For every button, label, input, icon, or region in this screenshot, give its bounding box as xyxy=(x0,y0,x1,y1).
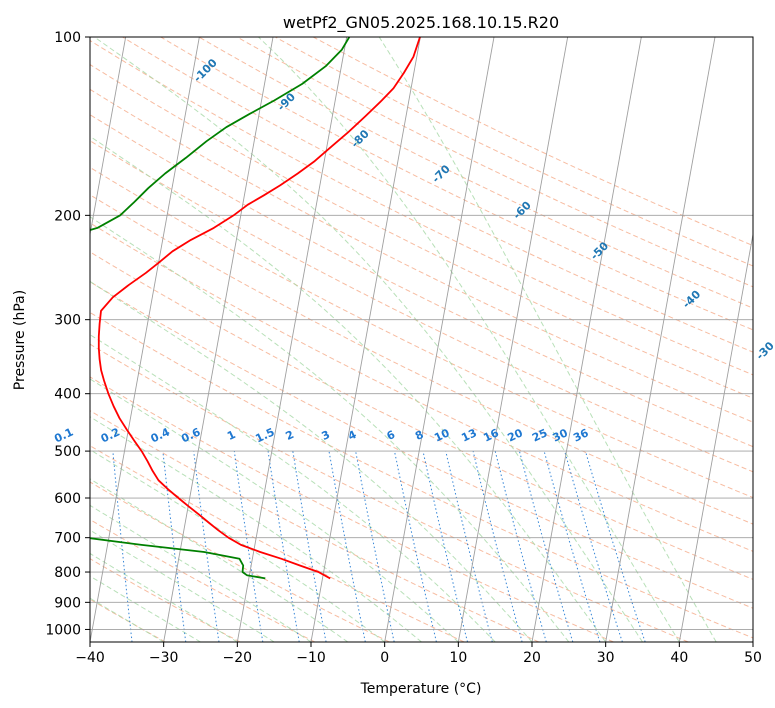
y-tick-label: 800 xyxy=(54,565,81,581)
mixing-ratio-line xyxy=(494,450,547,642)
x-tick-label: 10 xyxy=(449,650,467,666)
moist-adiabat-line xyxy=(90,597,164,642)
background-lines xyxy=(90,37,753,642)
y-tick-label: 600 xyxy=(54,491,81,507)
x-tick-label: −30 xyxy=(149,650,179,666)
plot-background xyxy=(90,37,753,642)
isotherm-line xyxy=(457,37,569,642)
dry-adiabat-line xyxy=(198,37,753,309)
isotherm-line xyxy=(236,37,348,642)
dry-adiabat-line xyxy=(90,343,689,642)
isotherm-label: -30 xyxy=(754,339,775,362)
dry-adiabat-line xyxy=(90,519,315,642)
moist-adiabat-line xyxy=(90,334,496,642)
y-tick-label: 400 xyxy=(54,387,81,403)
mixing-ratio-label: 13 xyxy=(459,426,478,444)
x-tick-label: 40 xyxy=(670,650,688,666)
x-tick-label: −10 xyxy=(296,650,326,666)
dewpoint-line xyxy=(90,37,351,580)
dry-adiabat-line xyxy=(90,410,540,642)
moist-adiabat-line xyxy=(378,37,717,642)
dry-adiabat-line xyxy=(90,114,753,448)
moist-adiabat-line xyxy=(90,449,386,642)
moist-adiabat-line xyxy=(90,416,422,642)
plot-frame xyxy=(89,36,754,643)
y-axis-ticks: 100 200 300 400 500 600 700 800 900 1000 xyxy=(45,30,90,638)
mixing-ratio-line xyxy=(394,451,437,642)
x-tick-label: 30 xyxy=(597,650,615,666)
mixing-ratio-label: 20 xyxy=(506,426,526,444)
moist-adiabat-line xyxy=(90,280,533,642)
dry-adiabat-line xyxy=(90,445,465,642)
isotherm-line xyxy=(678,231,753,642)
moist-adiabat-line xyxy=(90,529,275,642)
mixing-ratio-line xyxy=(162,451,187,642)
y-tick-label: 100 xyxy=(54,30,81,46)
moist-adiabat-line xyxy=(90,216,570,642)
y-tick-label: 700 xyxy=(54,531,81,547)
isotherm-line xyxy=(384,37,495,642)
mixing-ratio-line xyxy=(233,451,264,642)
temperature-line xyxy=(97,37,421,580)
profile-lines xyxy=(90,37,421,580)
dry-adiabat-line xyxy=(90,166,753,499)
mixing-ratio-line xyxy=(472,450,523,642)
dry-adiabat-line xyxy=(90,39,753,376)
dry-adiabat-line xyxy=(90,376,614,642)
dry-adiabat-line xyxy=(236,37,753,288)
x-axis-label: Temperature (°C) xyxy=(360,681,482,697)
y-tick-label: 300 xyxy=(54,313,81,329)
mixing-ratio-line xyxy=(193,451,220,642)
mixing-ratio-line xyxy=(422,450,468,642)
dry-adiabat-line xyxy=(122,37,753,353)
isotherm-line xyxy=(90,37,127,237)
x-tick-label: −20 xyxy=(223,650,253,666)
moist-adiabat-line xyxy=(90,135,607,642)
mixing-ratio-label: 25 xyxy=(530,426,549,444)
moist-adiabat-line xyxy=(90,575,201,642)
y-axis-label: Pressure (hPa) xyxy=(12,290,28,390)
moist-adiabat-line xyxy=(94,37,643,642)
mixing-ratio-line xyxy=(543,450,601,642)
mixing-ratio-label: 16 xyxy=(481,426,501,444)
y-tick-label: 1000 xyxy=(45,622,81,638)
y-tick-label: 900 xyxy=(54,595,81,611)
mixing-ratio-label: 36 xyxy=(571,426,591,444)
moist-adiabat-line xyxy=(90,378,459,642)
mixing-ratio-label: 10 xyxy=(432,426,452,444)
dry-adiabat-line xyxy=(90,222,753,552)
isotherm-line xyxy=(163,37,274,642)
moist-adiabat-line xyxy=(90,478,349,642)
isotherm-line xyxy=(310,37,421,642)
x-axis-ticks: −40 −30 −20 −10 0 10 20 30 40 50 xyxy=(75,642,762,666)
isotherm-line xyxy=(605,37,716,642)
dry-adiabat-line xyxy=(90,311,753,639)
x-tick-label: −40 xyxy=(75,650,105,666)
moist-adiabat-line xyxy=(90,552,238,642)
y-tick-label: 200 xyxy=(54,208,81,224)
isotherm-line xyxy=(752,639,753,642)
x-tick-label: 50 xyxy=(744,650,762,666)
mixing-ratio-line xyxy=(518,450,574,642)
y-tick-label: 500 xyxy=(54,444,81,460)
mixing-ratio-line xyxy=(564,450,623,642)
x-tick-label: 0 xyxy=(380,650,389,666)
dry-adiabat-line xyxy=(90,281,753,609)
chart-title: wetPf2_GN05.2025.168.10.15.R20 xyxy=(283,13,559,33)
dry-adiabat-line xyxy=(90,64,753,399)
isotherm-line xyxy=(531,37,642,642)
moist-adiabat-line xyxy=(258,37,680,642)
mixing-ratio-label: 30 xyxy=(551,426,571,444)
dry-adiabat-line xyxy=(90,481,390,642)
mixing-ratio-line xyxy=(584,450,646,642)
mixing-ratio-label: 0.1 xyxy=(52,425,75,445)
mixing-ratio-line xyxy=(328,451,366,642)
x-tick-label: 20 xyxy=(523,650,541,666)
